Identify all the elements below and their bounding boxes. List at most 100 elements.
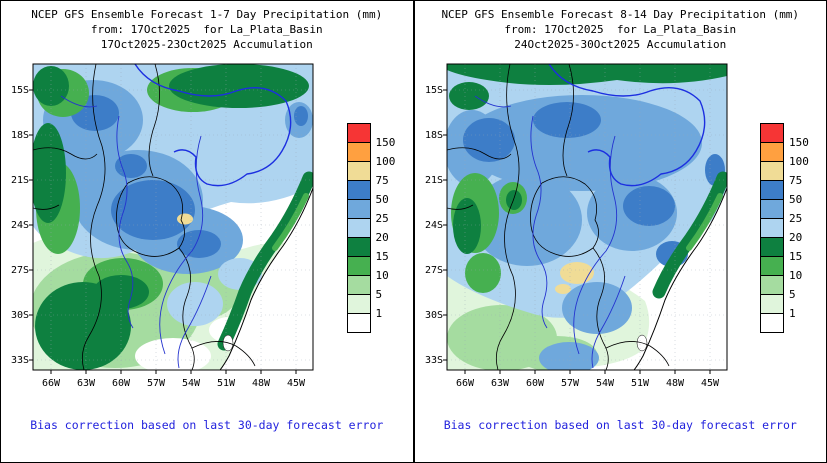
lon-label: 51W <box>630 378 649 389</box>
lon-label: 48W <box>252 378 271 389</box>
lat-axis: 15S 18S 21S 24S 27S 30S 33S <box>424 85 442 366</box>
legend-swatch <box>760 199 784 219</box>
legend-swatch <box>760 161 784 181</box>
legend-swatch <box>760 294 784 314</box>
precip-map-1-7day: 15S 18S 21S 24S 27S 30S 33S 66W 63W 60W … <box>11 63 314 389</box>
legend-label: 75 <box>375 174 389 187</box>
legend-label: 25 <box>789 212 803 225</box>
rivers <box>474 64 705 369</box>
legend-label: 15 <box>375 250 389 263</box>
lat-label: 18S <box>424 130 442 141</box>
title-line-2: from: 17Oct2025 for La_Plata_Basin <box>90 23 323 36</box>
lat-label: 18S <box>11 130 29 141</box>
legend-swatch <box>346 275 371 295</box>
panel-day1-7: NCEP GFS Ensemble Forecast 1-7 Day Preci… <box>1 1 414 462</box>
lat-label: 27S <box>424 265 442 276</box>
legend-label: 50 <box>789 193 803 206</box>
map-frame <box>446 63 727 371</box>
lat-axis: 15S 18S 21S 24S 27S 30S 33S <box>11 85 29 366</box>
legend-swatch <box>760 256 784 276</box>
rivers <box>60 64 292 369</box>
legend-label: 75 <box>789 174 803 187</box>
title-line-1: NCEP GFS Ensemble Forecast 8-14 Day Prec… <box>441 8 800 21</box>
lat-label: 21S <box>11 175 29 186</box>
legend-label: 150 <box>375 136 396 149</box>
lat-label: 15S <box>424 85 442 96</box>
lon-label: 63W <box>490 378 509 389</box>
axis-ticks <box>29 89 297 374</box>
lon-label: 57W <box>560 378 579 389</box>
legend-swatch <box>760 237 784 257</box>
legend-label: 15 <box>789 250 803 263</box>
lon-axis: 66W 63W 60W 57W 54W 51W 48W 45W <box>42 378 306 389</box>
legend-swatch <box>346 199 371 219</box>
lon-label: 54W <box>182 378 201 389</box>
legend-label: 100 <box>375 155 396 168</box>
legend-swatch <box>760 180 784 200</box>
bias-correction-note: Bias correction based on last 30-day for… <box>30 418 384 432</box>
lon-label: 45W <box>700 378 719 389</box>
legend-label: 25 <box>375 212 389 225</box>
lon-label: 66W <box>455 378 474 389</box>
lon-label: 66W <box>42 378 61 389</box>
lon-label: 48W <box>665 378 684 389</box>
lon-label: 63W <box>77 378 96 389</box>
title-line-3: 17Oct2025-23Oct2025 Accumulation <box>100 38 313 51</box>
lat-label: 33S <box>11 355 29 366</box>
lon-axis: 66W 63W 60W 57W 54W 51W 48W 45W <box>455 378 719 389</box>
legend-label: 50 <box>375 193 389 206</box>
legend-label: 10 <box>375 269 389 282</box>
precip-legend: 150 100 75 50 25 20 15 10 5 1 <box>346 123 405 333</box>
legend-swatch <box>346 313 371 333</box>
legend-label: 1 <box>375 307 383 320</box>
panel-title-block: NCEP GFS Ensemble Forecast 8-14 Day Prec… <box>415 7 827 52</box>
legend-swatch <box>346 180 371 200</box>
legend-swatch <box>760 123 784 143</box>
precip-shading <box>33 64 313 370</box>
legend-swatch <box>346 218 371 238</box>
legend-label: 1 <box>789 307 796 320</box>
legend-swatch <box>760 313 784 333</box>
legend-label: 5 <box>375 288 383 301</box>
legend-swatch <box>346 237 371 257</box>
title-line-3: 24Oct2025-30Oct2025 Accumulation <box>514 38 727 51</box>
legend-label: 10 <box>789 269 803 282</box>
title-line-2: from: 17Oct2025 for La_Plata_Basin <box>504 23 737 36</box>
legend-label: 20 <box>789 231 803 244</box>
lat-label: 30S <box>424 310 442 321</box>
precip-legend: 150 100 75 50 25 20 15 10 5 1 <box>760 123 818 333</box>
legend-label: 150 <box>789 136 809 149</box>
bias-correction-note: Bias correction based on last 30-day for… <box>443 418 797 432</box>
legend-swatch <box>760 275 784 295</box>
graticule <box>446 64 727 370</box>
lat-label: 24S <box>424 220 442 231</box>
panel-day8-14: NCEP GFS Ensemble Forecast 8-14 Day Prec… <box>413 1 827 462</box>
lon-label: 60W <box>525 378 544 389</box>
legend-swatch <box>346 161 371 181</box>
lon-label: 60W <box>112 378 131 389</box>
lat-label: 30S <box>11 310 29 321</box>
lat-label: 15S <box>11 85 29 96</box>
legend-swatch <box>346 256 371 276</box>
lon-label: 54W <box>595 378 614 389</box>
map-frame <box>32 63 314 371</box>
country-borders <box>33 64 313 370</box>
country-borders <box>446 64 727 370</box>
legend-swatch <box>760 142 784 162</box>
lat-label: 33S <box>424 355 442 366</box>
lat-label: 24S <box>11 220 29 231</box>
legend-swatch <box>760 218 784 238</box>
lat-label: 27S <box>11 265 29 276</box>
precip-map-8-14day: 15S 18S 21S 24S 27S 30S 33S 66W 63W 60W … <box>424 63 727 389</box>
precip-shading <box>446 64 727 370</box>
title-line-1: NCEP GFS Ensemble Forecast 1-7 Day Preci… <box>31 8 383 21</box>
legend-swatch <box>346 142 371 162</box>
lat-label: 21S <box>424 175 442 186</box>
map-area: 15S 18S 21S 24S 27S 30S 33S 66W 63W 60W … <box>1 58 413 408</box>
legend-label: 20 <box>375 231 389 244</box>
lon-label: 51W <box>217 378 236 389</box>
map-area: 15S 18S 21S 24S 27S 30S 33S 66W 63W 60W … <box>415 58 827 408</box>
lon-label: 57W <box>147 378 166 389</box>
axis-ticks <box>442 89 710 374</box>
